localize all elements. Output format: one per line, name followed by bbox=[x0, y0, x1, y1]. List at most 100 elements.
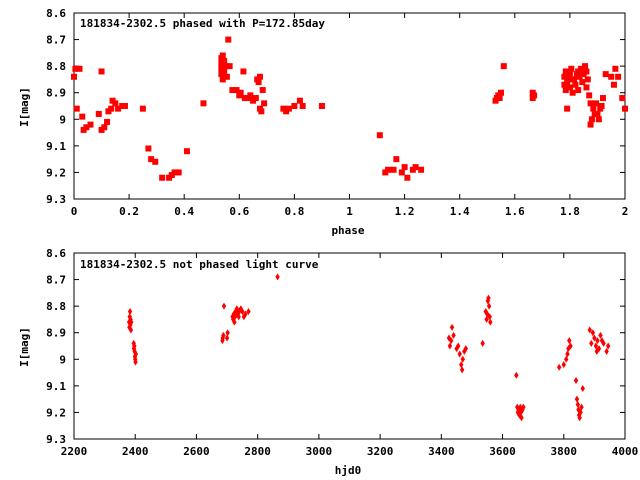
light-curve-chart-data-point bbox=[486, 302, 492, 310]
light-curve-chart-data-point bbox=[515, 408, 521, 416]
phased-chart-y-tick-label: 9.1 bbox=[46, 140, 66, 153]
phased-chart-data-point bbox=[183, 148, 190, 155]
light-curve-chart-data-point bbox=[575, 400, 581, 408]
light-curve-chart-data-point bbox=[486, 294, 491, 302]
phased-chart-data-point bbox=[590, 105, 597, 112]
phased-chart-data-point bbox=[393, 156, 400, 163]
phased-chart-data-point bbox=[583, 68, 590, 75]
light-curve-chart-data-point bbox=[457, 350, 462, 358]
phased-chart-data-point bbox=[171, 169, 178, 176]
phased-chart-data-point bbox=[152, 158, 159, 165]
phased-chart-data-point bbox=[87, 121, 94, 128]
phased-chart-data-point bbox=[101, 124, 108, 131]
phased-chart-data-point bbox=[221, 68, 228, 75]
light-curve-chart-ticks: 2200 2400 2600 2800 3000 3200 3400 3600 3800 4000… bbox=[46, 247, 638, 458]
phased-chart-x-tick-label: 0.8 bbox=[284, 205, 304, 218]
light-curve-chart-data-point bbox=[225, 329, 230, 337]
phased-chart-y-tick-label: 8.9 bbox=[46, 87, 66, 100]
light-curve-chart-data-point bbox=[593, 342, 599, 350]
phased-chart-x-tick-label: 0.6 bbox=[229, 205, 249, 218]
light-curve-chart-data-point bbox=[488, 318, 493, 326]
phased-chart-data-point bbox=[571, 76, 578, 83]
phased-chart-data-point bbox=[256, 73, 263, 80]
phased-chart-data-point bbox=[221, 57, 228, 64]
phased-chart-data-point bbox=[622, 105, 628, 112]
light-curve-chart-data-point bbox=[128, 315, 133, 323]
light-curve-chart-data-point bbox=[487, 313, 492, 321]
phased-chart-data-point bbox=[223, 73, 230, 80]
light-curve-chart-data-point bbox=[520, 406, 525, 414]
phased-chart-data-point bbox=[587, 121, 594, 128]
light-curve-chart-data-point bbox=[556, 363, 562, 371]
phased-chart-x-tick-label: 1 bbox=[346, 205, 353, 218]
phased-chart-y-tick-label: 8.8 bbox=[46, 60, 66, 73]
light-curve-chart-x-tick-label: 3800 bbox=[551, 445, 578, 458]
phased-chart-data-point bbox=[619, 95, 626, 102]
phased-chart-data-point bbox=[79, 113, 86, 120]
phased-chart-x-tick-label: 1.6 bbox=[505, 205, 525, 218]
phased-chart-points bbox=[71, 36, 628, 181]
phased-chart-data-point bbox=[296, 97, 303, 104]
phased-chart-data-point bbox=[575, 87, 582, 94]
phased-chart-data-point bbox=[247, 92, 254, 99]
phased-chart-data-point bbox=[500, 63, 507, 70]
light-curve-chart-points bbox=[126, 273, 611, 422]
light-curve-chart-data-point bbox=[448, 337, 454, 345]
phased-chart-data-point bbox=[318, 103, 325, 109]
phased-chart-data-point bbox=[95, 110, 102, 117]
phased-chart-data-point bbox=[594, 110, 601, 117]
phased-chart-data-point bbox=[72, 65, 79, 72]
light-curve-chart-data-point bbox=[589, 339, 594, 347]
light-curve-chart-data-point bbox=[127, 307, 133, 315]
phased-chart-data-point bbox=[108, 105, 115, 112]
light-curve-chart-data-point bbox=[561, 361, 566, 369]
light-curve-chart-data-point bbox=[567, 337, 572, 345]
phased-chart-data-point bbox=[412, 164, 419, 171]
phased-chart-data-point bbox=[593, 100, 600, 107]
phased-chart-data-point bbox=[602, 71, 609, 78]
light-curve-chart-data-point bbox=[516, 406, 521, 414]
light-curve-chart-data-point bbox=[514, 371, 519, 379]
light-curve-chart-data-point bbox=[566, 345, 571, 353]
light-curve-chart-x-tick-label: 2600 bbox=[183, 445, 210, 458]
light-curve-chart-frame bbox=[73, 252, 626, 440]
light-curve-chart-title: 181834-2302.5 not phased light curve bbox=[80, 258, 319, 271]
phased-chart-y-tick-label: 8.7 bbox=[46, 34, 66, 47]
phased-chart-data-point bbox=[612, 65, 619, 72]
light-curve-chart-y-tick-label: 9.3 bbox=[46, 433, 66, 446]
phased-chart-data-point bbox=[564, 105, 571, 112]
phased-chart-data-point bbox=[237, 89, 244, 96]
light-curve-chart-data-point bbox=[601, 339, 606, 347]
phased-chart-data-point bbox=[73, 105, 80, 112]
light-curve-chart: 181834-2302.5 not phased light curve hjd… bbox=[18, 247, 638, 477]
light-curve-chart-x-axis-label: hjd0 bbox=[335, 464, 362, 477]
phased-chart-data-point bbox=[562, 68, 569, 75]
phased-chart-x-tick-label: 0.4 bbox=[174, 205, 194, 218]
phased-chart-data-point bbox=[584, 76, 591, 83]
phased-chart-data-point bbox=[577, 65, 584, 72]
phased-chart-data-point bbox=[385, 166, 392, 173]
phased-chart-data-point bbox=[615, 73, 622, 80]
phased-chart-data-point bbox=[569, 89, 576, 96]
phased-chart-x-axis-label: phase bbox=[331, 224, 364, 237]
light-curve-chart-data-point bbox=[592, 334, 597, 342]
light-curve-chart-x-tick-label: 2400 bbox=[122, 445, 149, 458]
light-curve-chart-data-point bbox=[243, 310, 248, 318]
light-curve-chart-y-tick-label: 9.1 bbox=[46, 380, 66, 393]
phased-chart-data-point bbox=[566, 84, 573, 91]
phased-chart-data-point bbox=[566, 71, 573, 78]
phased-chart-data-point bbox=[200, 100, 207, 107]
phased-chart-title: 181834-2302.5 phased with P=172.85day bbox=[80, 17, 325, 30]
light-curve-chart-y-axis-label: I[mag] bbox=[18, 327, 31, 367]
phased-chart-data-point bbox=[285, 105, 292, 112]
light-curve-chart-y-tick-label: 8.8 bbox=[46, 300, 66, 313]
light-curve-chart-data-point bbox=[241, 313, 247, 321]
light-curve-chart-data-point bbox=[573, 377, 579, 385]
light-curve-chart-data-point bbox=[246, 307, 251, 315]
light-curve-chart-data-point bbox=[565, 350, 570, 358]
light-curve-chart-x-tick-label: 2200 bbox=[61, 445, 88, 458]
light-curve-chart-data-point bbox=[447, 342, 453, 350]
phased-chart-data-point bbox=[240, 68, 247, 75]
phased-chart-data-point bbox=[98, 68, 105, 75]
